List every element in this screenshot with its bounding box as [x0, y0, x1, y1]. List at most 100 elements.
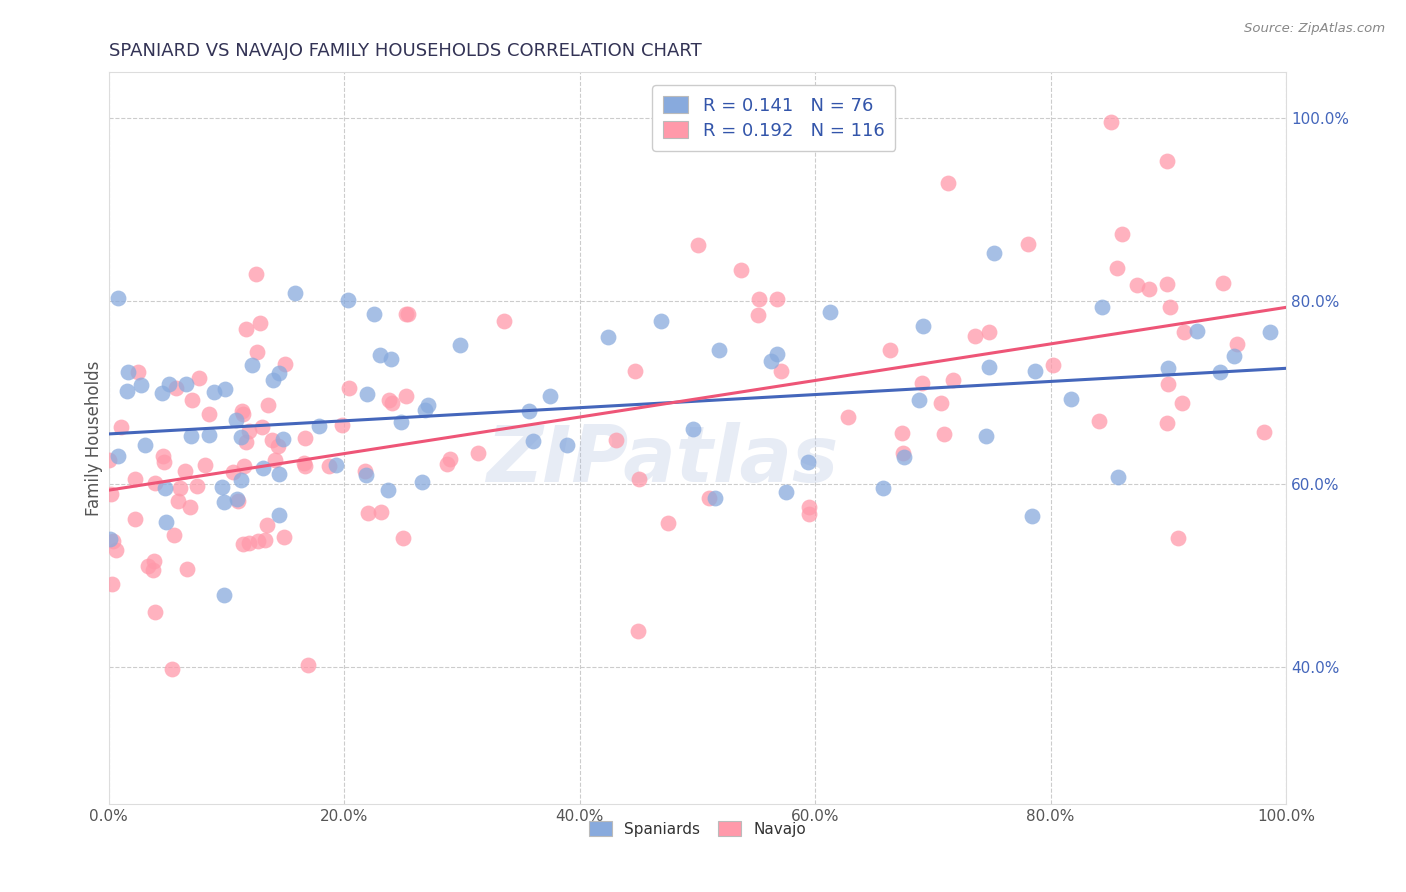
Point [377, 483, 399, 497]
Point [934, 426, 956, 441]
Point [911, 376, 934, 390]
Point [1226, 337, 1249, 351]
Point [688, 238, 710, 252]
Point [284, 285, 307, 300]
Point [1088, 414, 1111, 428]
Point [267, 508, 290, 523]
Point [153, 455, 176, 469]
Point [232, 537, 254, 551]
Point [1024, 364, 1046, 378]
Point [194, 458, 217, 472]
Point [467, 446, 489, 460]
Point [273, 530, 295, 544]
Y-axis label: Family Households: Family Households [86, 360, 103, 516]
Point [269, 366, 291, 380]
Point [1017, 236, 1039, 251]
Point [273, 357, 295, 371]
Point [983, 245, 1005, 260]
Point [797, 455, 820, 469]
Point [449, 338, 471, 352]
Point [176, 377, 198, 392]
Point [124, 511, 146, 525]
Point [238, 424, 260, 438]
Point [1021, 508, 1043, 523]
Point [257, 398, 280, 412]
Point [250, 420, 273, 434]
Point [292, 456, 315, 470]
Point [1042, 358, 1064, 372]
Point [163, 528, 186, 542]
Point [1209, 366, 1232, 380]
Point [180, 429, 202, 443]
Point [380, 351, 402, 366]
Point [370, 505, 392, 519]
Point [627, 624, 650, 639]
Point [1105, 260, 1128, 275]
Point [1159, 300, 1181, 314]
Point [225, 413, 247, 427]
Point [1059, 392, 1081, 407]
Point [494, 313, 516, 327]
Point [1167, 531, 1189, 545]
Point [100, 577, 122, 591]
Point [356, 506, 378, 520]
Point [160, 662, 183, 676]
Point [198, 427, 221, 442]
Point [246, 345, 269, 359]
Point [155, 515, 177, 529]
Point [105, 543, 128, 558]
Point [1107, 470, 1129, 484]
Point [381, 395, 404, 409]
Point [232, 459, 254, 474]
Point [330, 417, 353, 432]
Point [797, 500, 820, 514]
Point [262, 433, 284, 447]
Point [131, 378, 153, 392]
Point [150, 386, 173, 401]
Point [174, 464, 197, 478]
Point [797, 507, 820, 521]
Point [100, 487, 122, 501]
Point [837, 410, 859, 425]
Point [179, 500, 201, 514]
Point [368, 348, 391, 362]
Point [769, 364, 792, 378]
Point [297, 657, 319, 672]
Point [891, 446, 914, 460]
Point [117, 365, 139, 379]
Point [650, 314, 672, 328]
Point [231, 404, 253, 418]
Point [395, 307, 418, 321]
Point [166, 493, 188, 508]
Point [1111, 227, 1133, 242]
Point [1156, 277, 1178, 292]
Point [356, 386, 378, 401]
Point [1156, 417, 1178, 431]
Point [253, 533, 276, 547]
Point [232, 407, 254, 421]
Point [256, 518, 278, 533]
Point [143, 605, 166, 619]
Point [1157, 376, 1180, 391]
Point [974, 429, 997, 443]
Point [107, 449, 129, 463]
Point [395, 389, 418, 403]
Point [747, 308, 769, 322]
Point [378, 393, 401, 408]
Point [198, 407, 221, 421]
Point [101, 534, 124, 549]
Point [766, 292, 789, 306]
Point [879, 343, 901, 357]
Point [169, 481, 191, 495]
Point [294, 459, 316, 474]
Point [965, 329, 987, 343]
Point [115, 384, 138, 399]
Point [1101, 114, 1123, 128]
Point [152, 449, 174, 463]
Point [389, 416, 412, 430]
Point [238, 536, 260, 550]
Point [392, 532, 415, 546]
Text: SPANIARD VS NAVAJO FAMILY HOUSEHOLDS CORRELATION CHART: SPANIARD VS NAVAJO FAMILY HOUSEHOLDS COR… [108, 42, 702, 60]
Point [143, 475, 166, 490]
Point [134, 438, 156, 452]
